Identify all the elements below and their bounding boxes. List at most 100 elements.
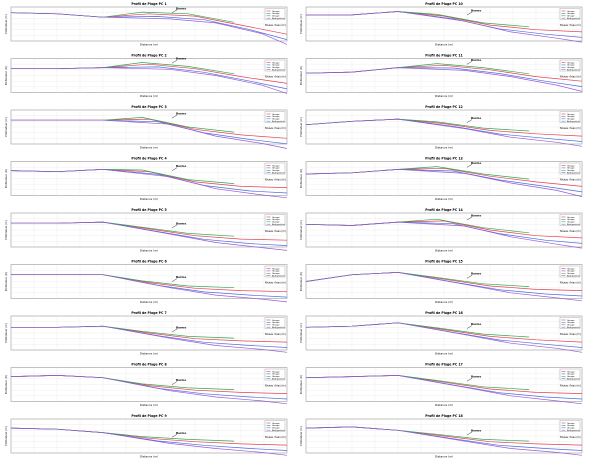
chart-panel: Profil de Plage PC 2 Profondeur (m) Distan… — [4, 54, 288, 98]
y-axis-label: Profondeur (m) — [299, 66, 303, 86]
y-axis-label: Profondeur (m) — [4, 66, 8, 86]
annotation-arrow — [466, 119, 473, 123]
y-axis-label: Profondeur (m) — [4, 375, 8, 395]
chart-panel: Profil de Plage PC 16 Profondeur (m) Dista… — [299, 311, 583, 356]
legend-entry: Groupe — [272, 113, 280, 116]
legend-entry: Groupe — [567, 113, 575, 116]
legend-entry: Groupe — [567, 66, 575, 69]
chart-panel: Profil de Plage PC 3 Profondeur (m) Distan… — [4, 105, 288, 150]
x-axis-label: Distance (m) — [140, 403, 158, 407]
side-note: Niveau d'eau (m) — [560, 282, 581, 285]
annotation-label: Berme — [471, 429, 481, 433]
annotation-label: Berme — [176, 275, 186, 279]
annotation-label: Berme — [176, 378, 186, 382]
legend-entry: Groupe — [567, 164, 575, 167]
chart-panel: Profil de Plage PC 11 Profondeur (m) Dista… — [299, 54, 583, 98]
legend-entry: Groupe — [567, 169, 575, 172]
y-axis-label: Profondeur (m) — [299, 169, 303, 189]
side-note: Niveau d'eau (m) — [560, 127, 581, 130]
legend-entry: Groupe — [272, 375, 280, 378]
chart-panel: Profil de Plage PC 15 Profondeur (m) Dista… — [299, 260, 583, 304]
legend-entry: Bathymétrie — [567, 120, 581, 123]
x-axis-label: Distance (m) — [435, 352, 453, 356]
legend-entry: Bathymétrie — [272, 172, 286, 175]
legend-entry: Groupe — [272, 324, 280, 327]
chart-title: Profil de Plage PC 13 — [425, 157, 463, 161]
legend-entry: Bathymétrie — [567, 378, 581, 381]
legend-entry: Bathymétrie — [567, 17, 581, 20]
legend-box — [264, 214, 286, 226]
series-line — [305, 118, 583, 147]
y-axis-label: Profondeur (m) — [4, 117, 8, 137]
annotation-arrow — [466, 275, 473, 279]
legend-entry: Groupe — [272, 218, 280, 221]
legend-box — [264, 8, 286, 20]
y-axis-label: Profondeur (m) — [4, 272, 8, 292]
annotation-arrow — [466, 61, 473, 65]
chart-title: Profil de Plage PC 15 — [425, 260, 463, 264]
legend-entry: Bathymétrie — [567, 223, 581, 226]
legend-entry: Groupe — [567, 375, 575, 378]
side-note: Niveau d'eau (m) — [265, 24, 286, 27]
annotation-arrow — [171, 59, 178, 64]
legend-entry: Groupe — [272, 167, 280, 170]
x-axis-label: Distance (m) — [435, 249, 453, 253]
legend-entry: Bathymétrie — [567, 69, 581, 72]
x-axis-label: Distance (m) — [140, 300, 158, 304]
x-axis-label: Distance (m) — [140, 249, 158, 253]
legend-entry: Groupe — [567, 319, 575, 322]
legend-entry: Groupe — [272, 427, 280, 430]
legend-entry: Groupe — [567, 221, 575, 224]
chart-panel: Profil de Plage PC 6 Profondeur (m) Distan… — [4, 260, 288, 304]
x-axis-label: Distance (m) — [140, 455, 158, 459]
legend-box — [559, 420, 581, 432]
y-axis-label: Profondeur (m) — [299, 375, 303, 395]
annotation-arrow — [171, 114, 178, 119]
x-axis-label: Distance (m) — [435, 403, 453, 407]
series-line — [306, 11, 583, 43]
annotation-label: Berme — [176, 112, 186, 116]
legend-entry: Groupe — [272, 66, 280, 69]
y-axis-label: Profondeur (m) — [4, 220, 8, 240]
legend-entry: Groupe — [567, 370, 575, 373]
series-line — [305, 272, 583, 302]
series-line — [305, 67, 583, 92]
chart-title: Profil de Plage PC 7 — [131, 311, 166, 315]
legend-entry: Groupe — [567, 10, 575, 13]
x-axis-label: Distance (m) — [140, 94, 158, 98]
chart-title: Profil de Plage PC 3 — [131, 105, 166, 109]
series-line — [11, 119, 288, 149]
side-note: Niveau d'eau (m) — [265, 230, 286, 233]
legend-entry: Groupe — [567, 15, 575, 18]
chart-title: Profil de Plage PC 9 — [131, 414, 167, 418]
legend-entry: Groupe — [272, 319, 280, 322]
annotation-arrow — [171, 167, 178, 171]
x-axis-label: Distance (m) — [140, 197, 158, 201]
legend-entry: Bathymétrie — [272, 69, 286, 72]
chart-panel: Profil de Plage PC 5 Profondeur (m) Distan… — [4, 208, 288, 253]
annotation-label: Berme — [471, 116, 481, 120]
chart-panel: Profil de Plage PC 10 Profondeur (m) Dista… — [299, 2, 583, 47]
legend-box — [264, 368, 286, 381]
annotation-arrow — [466, 325, 473, 329]
legend-entry: Groupe — [272, 221, 280, 224]
y-axis-label: Profondeur (m) — [4, 323, 8, 343]
annotation-arrow — [466, 11, 473, 16]
chart-title: Profil de Plage PC 16 — [425, 311, 463, 315]
legend-box — [559, 111, 581, 123]
legend-box — [264, 265, 286, 278]
chart-title: Profil de Plage PC 6 — [131, 260, 167, 264]
legend-box — [559, 59, 581, 72]
legend-entry: Groupe — [272, 169, 280, 172]
legend-box — [559, 162, 581, 175]
x-axis-label: Distance (m) — [435, 146, 453, 150]
chart-panel: Profil de Plage PC 13 Profondeur (m) Dista… — [299, 157, 583, 201]
chart-panel: Profil de Plage PC 17 Profondeur (m) Dista… — [299, 363, 583, 407]
legend-entry: Bathymétrie — [272, 120, 286, 123]
annotation-label: Berme — [176, 431, 186, 435]
series-line — [305, 221, 583, 249]
chart-panel: Profil de Plage PC 8 Profondeur (m) Distan… — [4, 363, 288, 407]
legend-entry: Groupe — [567, 61, 575, 64]
legend-entry: Groupe — [567, 216, 575, 219]
legend-entry: Bathymétrie — [272, 17, 286, 20]
